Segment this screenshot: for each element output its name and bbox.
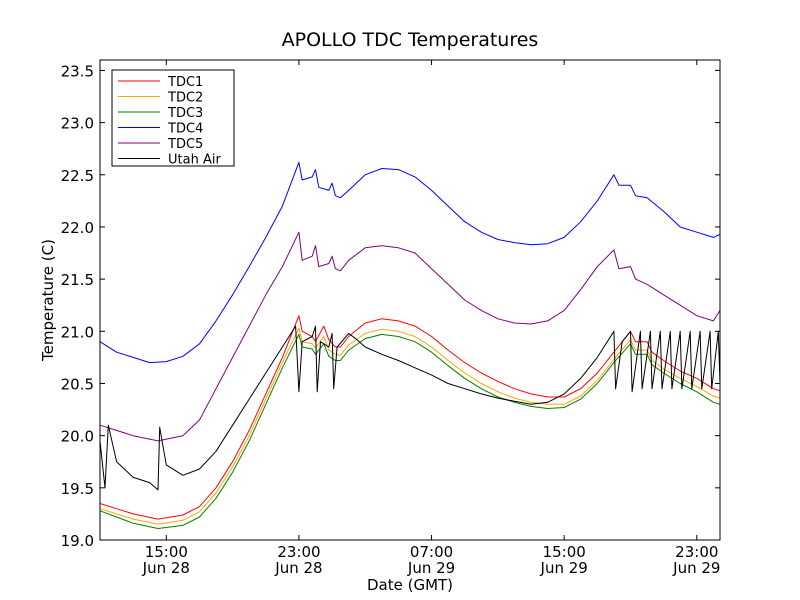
legend-label-tdc4: TDC4 [167, 122, 203, 137]
y-tick-label: 23.0 [61, 115, 94, 133]
x-tick-time-label: 07:00 [410, 543, 453, 561]
x-tick-time-label: 15:00 [543, 543, 586, 561]
x-tick-time-label: 15:00 [145, 543, 188, 561]
series-line-tdc2 [99, 327, 721, 525]
y-axis: 19.0 19.5 20.0 20.5 21.0 21.5 22.0 22.5 23.0 23.5 [61, 62, 720, 550]
x-tick-date-label: Jun 29 [672, 559, 720, 577]
y-tick-label: 21.0 [61, 323, 94, 341]
x-axis-label: Date (GMT) [367, 576, 453, 594]
legend-box [111, 69, 235, 167]
x-tick-date-label: Jun 29 [540, 559, 588, 577]
x-tick-date-label: Jun 28 [142, 559, 190, 577]
x-tick-date-label: Jun 28 [274, 559, 322, 577]
y-axis-label: Temperature (C) [39, 239, 57, 362]
y-tick-label: 20.0 [61, 428, 94, 446]
plot-frame [99, 59, 721, 541]
series-line-tdc4 [99, 161, 721, 364]
legend-label-tdc2: TDC2 [167, 91, 203, 106]
series-line-utah-air [99, 325, 721, 491]
chart-title: APOLLO TDC Temperatures [282, 29, 539, 51]
legend-label-tdc5: TDC5 [167, 137, 203, 152]
series-line-tdc1 [99, 315, 721, 520]
series-line-tdc5 [99, 231, 721, 442]
y-tick-label: 19.0 [61, 532, 94, 550]
legend-label-utah-air: Utah Air [168, 153, 221, 168]
y-tick-label: 22.0 [61, 219, 94, 237]
series-layer [99, 161, 721, 529]
legend-label-tdc1: TDC1 [167, 75, 203, 90]
y-tick-label: 20.5 [61, 375, 94, 393]
x-tick-time-label: 23:00 [277, 543, 320, 561]
y-tick-label: 23.5 [61, 62, 94, 80]
series-line-tdc3 [99, 333, 721, 529]
legend-label-tdc3: TDC3 [167, 106, 203, 121]
y-tick-label: 21.5 [61, 271, 94, 289]
y-tick-label: 22.5 [61, 167, 94, 185]
x-tick-time-label: 23:00 [675, 543, 718, 561]
y-tick-label: 19.5 [61, 480, 94, 498]
x-tick-date-label: Jun 29 [407, 559, 455, 577]
